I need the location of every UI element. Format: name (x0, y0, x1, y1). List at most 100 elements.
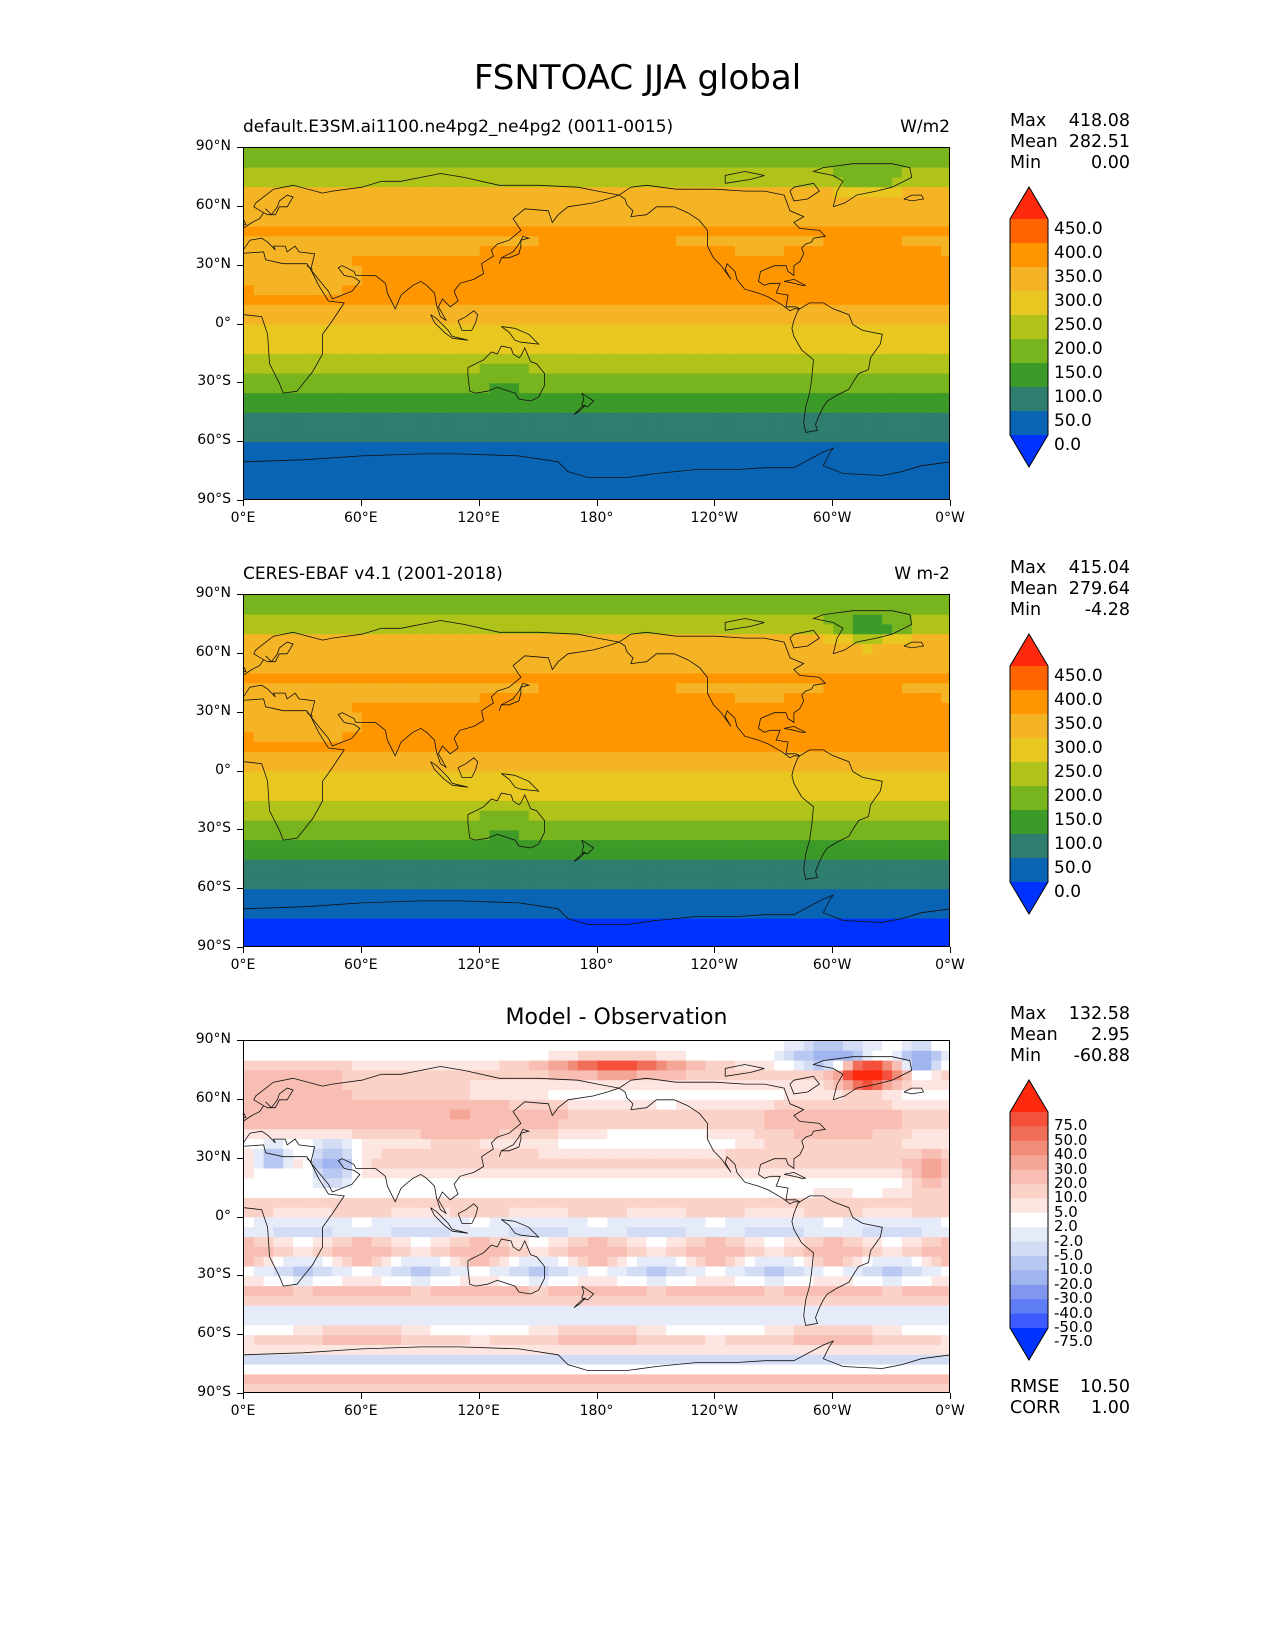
field-cell (263, 722, 275, 733)
field-cell (911, 236, 923, 247)
field-cell (626, 295, 638, 306)
field-cell (352, 314, 363, 326)
field-cell (273, 800, 284, 812)
field-cell (921, 226, 932, 237)
field-cell (813, 732, 824, 743)
field-cell (273, 236, 284, 247)
field-cell (685, 712, 697, 724)
field-cell (410, 869, 422, 880)
field-cell (312, 197, 324, 208)
field-cell (479, 255, 491, 267)
field-cell (460, 481, 471, 492)
field-cell (577, 255, 589, 267)
field-cell (597, 732, 608, 743)
field-cell (892, 663, 903, 675)
field-cell (548, 255, 559, 267)
field-cell (764, 889, 775, 900)
field-cell (813, 663, 824, 675)
field-cell (715, 197, 726, 208)
field-cell (695, 751, 707, 763)
field-cell (450, 167, 461, 179)
field-cell (293, 285, 304, 296)
field-cell (479, 353, 491, 365)
field-cell (764, 663, 775, 675)
field-cell (862, 491, 874, 499)
field-cell (352, 363, 363, 375)
field-cell (450, 604, 461, 616)
field-cell (833, 722, 844, 733)
field-cell (332, 810, 343, 822)
field-cell (430, 255, 441, 267)
field-cell (577, 491, 589, 499)
field-cell (892, 393, 903, 404)
field-cell (872, 246, 883, 257)
field-cell (597, 859, 608, 871)
field-cell (813, 879, 824, 890)
field-cell (528, 702, 540, 714)
field-cell (764, 683, 775, 694)
field-cell (784, 702, 795, 714)
field-cell (823, 157, 834, 169)
field-cell (901, 216, 913, 228)
field-cell (244, 702, 255, 714)
field-cell (509, 830, 520, 841)
field-cell (244, 295, 255, 306)
field-cell (892, 226, 903, 237)
field-cell (931, 314, 942, 326)
field-cell (725, 859, 736, 871)
field-cell (518, 491, 530, 499)
field-cell (676, 373, 687, 384)
field-cell (734, 216, 746, 228)
field-cell (577, 604, 589, 616)
field-cell (528, 781, 540, 792)
field-cell (322, 673, 333, 684)
field-cell (774, 810, 785, 822)
field-cell (440, 226, 451, 237)
field-cell (460, 771, 471, 782)
field-cell (420, 402, 432, 414)
field-cell (489, 187, 500, 198)
field-cell (715, 595, 726, 606)
field-cell (293, 304, 304, 316)
field-cell (882, 412, 893, 424)
field-cell (587, 148, 599, 159)
field-cell (332, 634, 343, 645)
field-cell (793, 595, 805, 606)
field-cell (538, 879, 549, 890)
field-cell (862, 324, 874, 335)
field-cell (685, 732, 697, 743)
field-cell (568, 840, 579, 851)
field-cell (646, 849, 658, 861)
field-cell (401, 722, 412, 733)
field-cell (636, 634, 648, 645)
field-cell (499, 236, 510, 247)
field-cell (568, 751, 579, 763)
field-cell (352, 889, 363, 900)
field-cell (528, 683, 540, 694)
field-cell (479, 344, 491, 355)
field-cell (833, 197, 844, 208)
field-cell (705, 898, 716, 910)
field-cell (302, 383, 314, 394)
field-cell (479, 840, 491, 851)
field-cell (705, 624, 716, 635)
field-cell (479, 363, 491, 375)
field-cell (430, 800, 441, 812)
field-cell (793, 761, 805, 773)
field-cell (460, 673, 471, 684)
field-cell (764, 751, 775, 763)
field-cell (322, 810, 333, 822)
field-cell (253, 732, 265, 743)
field-cell (734, 702, 746, 714)
field-cell (626, 702, 638, 714)
field-cell (489, 898, 500, 910)
field-cell (646, 481, 658, 492)
field-cell (725, 840, 736, 851)
field-cell (882, 167, 893, 179)
field-cell (568, 157, 579, 169)
field-cell (342, 683, 353, 694)
field-cell (626, 898, 638, 910)
field-cell (469, 712, 481, 724)
field-cell (381, 363, 392, 375)
field-cell (460, 226, 471, 237)
